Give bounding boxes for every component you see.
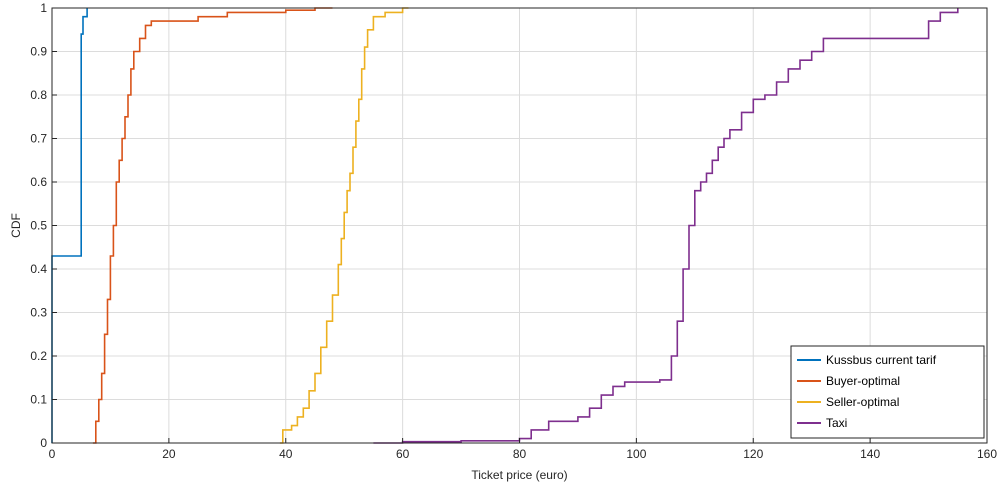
y-tick-label: 1 (40, 1, 47, 15)
series-line-taxi (373, 8, 959, 444)
y-tick-label: 0.3 (30, 306, 47, 320)
axis-ticks: 0 20 40 60 80 100 120 140 160 0 0.1 0.2 0.3 0.4 0.5 0.6… (30, 1, 997, 461)
y-tick-label: 0.9 (30, 45, 47, 59)
data-series (51, 7, 959, 444)
y-tick-label: 0.6 (30, 175, 47, 189)
x-tick-label: 100 (626, 447, 646, 461)
series-line-buyer-optimal (92, 7, 333, 444)
y-tick-label: 0.1 (30, 393, 47, 407)
legend-entry-seller-optimal: Seller-optimal (797, 395, 899, 409)
legend-box (790, 345, 985, 439)
series-line-seller-optimal (279, 7, 409, 444)
legend-label-buyer-optimal: Buyer-optimal (826, 374, 900, 388)
legend: Kussbus current tarif Buyer-optimal Sell… (790, 345, 985, 439)
legend-label-seller-optimal: Seller-optimal (826, 395, 899, 409)
y-tick-label: 0 (40, 436, 47, 450)
y-tick-label: 0.4 (30, 262, 47, 276)
legend-label-kussbus: Kussbus current tarif (826, 353, 937, 367)
series-line-kussbus (51, 8, 88, 443)
y-tick-label: 0.8 (30, 88, 47, 102)
x-tick-label: 40 (279, 447, 293, 461)
x-tick-label: 20 (162, 447, 176, 461)
x-tick-label: 120 (743, 447, 763, 461)
x-tick-label: 160 (977, 447, 997, 461)
y-tick-label: 0.5 (30, 219, 47, 233)
legend-entry-kussbus: Kussbus current tarif (797, 353, 937, 367)
y-tick-label: 0.2 (30, 349, 47, 363)
legend-label-taxi: Taxi (826, 416, 847, 430)
legend-entry-buyer-optimal: Buyer-optimal (797, 374, 900, 388)
x-tick-label: 0 (49, 447, 56, 461)
y-axis-label: CDF (9, 213, 23, 238)
y-tick-label: 0.7 (30, 132, 47, 146)
x-tick-label: 140 (860, 447, 880, 461)
x-tick-label: 80 (513, 447, 527, 461)
x-tick-label: 60 (396, 447, 410, 461)
x-axis-label: Ticket price (euro) (471, 468, 567, 482)
legend-entry-taxi: Taxi (797, 416, 847, 430)
